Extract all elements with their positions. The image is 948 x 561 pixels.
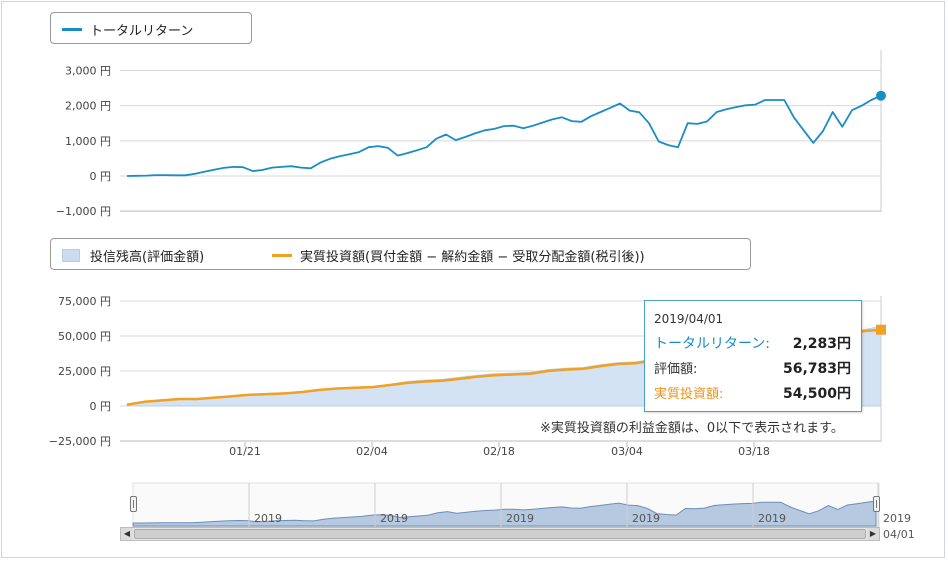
y-tick-label-bottom: 0 円 [90, 400, 112, 413]
tooltip-investment-value: 54,500円 [783, 383, 851, 403]
tooltip-row-valuation: 評価額: 56,783円 [654, 358, 851, 378]
scroll-left-arrow-icon[interactable]: ◀ [121, 528, 133, 540]
navigator-year-label: 2019 [883, 512, 911, 525]
scroll-right-arrow-icon[interactable]: ▶ [867, 528, 879, 540]
investment-end-point [876, 325, 886, 335]
tooltip-total-return-value: 2,283円 [793, 333, 851, 353]
navigator-year-label: 2019 [632, 512, 660, 525]
y-tick-label-bottom: −25,000 円 [49, 435, 111, 448]
x-tick-label: 03/18 [738, 445, 770, 458]
navigator-year-label: 2019 [254, 512, 282, 525]
x-tick-label: 01/21 [229, 445, 261, 458]
tooltip-row-investment: 実質投資額: 54,500円 [654, 383, 851, 403]
tooltip-total-return-label: トータルリターン: [654, 333, 770, 353]
scrollbar-thumb[interactable] [134, 529, 866, 539]
y-tick-label-bottom: 25,000 円 [58, 365, 111, 378]
navigator-left-handle[interactable] [130, 496, 137, 512]
y-tick-label-top: −1,000 円 [56, 205, 111, 218]
navigator-date-label: 04/01 [883, 528, 915, 541]
x-tick-label: 02/04 [356, 445, 388, 458]
y-tick-label-bottom: 50,000 円 [58, 330, 111, 343]
tooltip-valuation-value: 56,783円 [783, 358, 851, 378]
navigator-year-label: 2019 [380, 512, 408, 525]
navigator-right-handle[interactable] [873, 496, 880, 512]
tooltip-investment-label: 実質投資額: [654, 383, 723, 402]
total-return-end-point [876, 91, 886, 101]
x-tick-label: 02/18 [483, 445, 515, 458]
navigator-year-label: 2019 [506, 512, 534, 525]
y-tick-label-top: 2,000 円 [65, 100, 111, 113]
data-tooltip: 2019/04/01 トータルリターン: 2,283円 評価額: 56,783円… [644, 300, 862, 412]
y-tick-label-top: 1,000 円 [65, 135, 111, 148]
note-text: ※実質投資額の利益金額は、0以下で表示されます。 [540, 417, 844, 436]
x-tick-label: 03/04 [611, 445, 643, 458]
tooltip-row-total-return: トータルリターン: 2,283円 [654, 333, 851, 353]
total-return-line [127, 96, 881, 176]
y-tick-label-top: 3,000 円 [65, 64, 111, 77]
navigator-year-label: 2019 [758, 512, 786, 525]
tooltip-valuation-label: 評価額: [654, 358, 697, 377]
navigator-scrollbar[interactable]: ◀ ▶ [120, 527, 880, 541]
tooltip-date: 2019/04/01 [654, 312, 723, 326]
y-tick-label-top: 0 円 [90, 170, 112, 183]
y-tick-label-bottom: 75,000 円 [58, 295, 111, 308]
